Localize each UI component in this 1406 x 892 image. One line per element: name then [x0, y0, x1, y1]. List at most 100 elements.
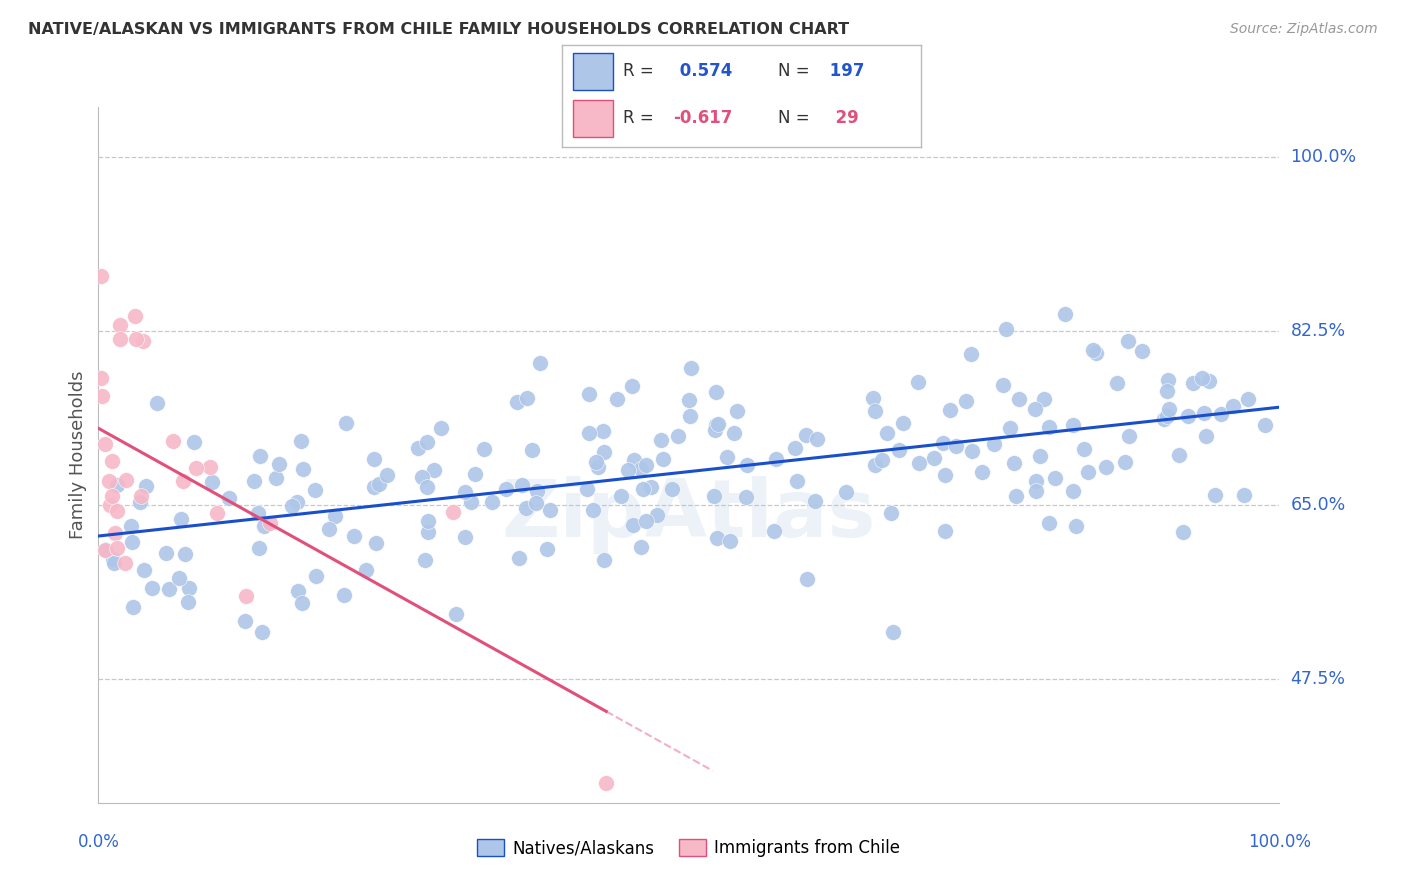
- Point: [1118, 428, 1140, 442]
- Point: [529, 355, 551, 369]
- Point: [1156, 384, 1178, 398]
- Point: [368, 477, 391, 491]
- Point: [718, 534, 741, 549]
- Point: [640, 480, 662, 494]
- Point: [411, 470, 433, 484]
- Point: [304, 483, 326, 497]
- Point: [98, 474, 121, 488]
- Point: [939, 402, 962, 417]
- Point: [1025, 474, 1047, 488]
- Point: [634, 458, 657, 472]
- Text: ZipAtlas: ZipAtlas: [502, 475, 876, 554]
- Point: [356, 563, 378, 577]
- Point: [280, 499, 302, 513]
- Point: [651, 451, 673, 466]
- Point: [1157, 372, 1180, 386]
- Point: [723, 425, 745, 440]
- Point: [114, 557, 136, 571]
- Point: [108, 318, 131, 332]
- Point: [716, 450, 738, 465]
- Point: [995, 322, 1018, 336]
- Point: [418, 514, 440, 528]
- Point: [343, 529, 366, 543]
- Legend: Natives/Alaskans, Immigrants from Chile: Natives/Alaskans, Immigrants from Chile: [471, 832, 907, 864]
- Point: [863, 403, 886, 417]
- Point: [631, 482, 654, 496]
- Point: [1254, 418, 1277, 433]
- Point: [592, 552, 614, 566]
- Point: [1222, 399, 1244, 413]
- Point: [444, 607, 467, 622]
- Point: [880, 506, 903, 520]
- Text: 29: 29: [824, 110, 859, 128]
- Point: [246, 507, 269, 521]
- Point: [287, 583, 309, 598]
- Point: [1182, 376, 1205, 390]
- Point: [285, 495, 308, 509]
- Point: [1107, 376, 1129, 390]
- Point: [1191, 370, 1213, 384]
- Point: [1064, 519, 1087, 533]
- Point: [960, 444, 983, 458]
- Text: -0.617: -0.617: [673, 110, 733, 128]
- Point: [922, 451, 945, 466]
- Point: [247, 541, 270, 555]
- Point: [105, 541, 128, 555]
- Point: [155, 545, 177, 559]
- Point: [630, 541, 652, 555]
- Point: [183, 434, 205, 449]
- Text: 47.5%: 47.5%: [1291, 670, 1346, 688]
- Point: [510, 478, 533, 492]
- Point: [1038, 516, 1060, 531]
- Point: [125, 332, 148, 346]
- Point: [406, 441, 429, 455]
- Text: 197: 197: [824, 62, 865, 80]
- Point: [132, 563, 155, 577]
- Point: [536, 541, 558, 556]
- Point: [578, 387, 600, 401]
- Point: [205, 507, 228, 521]
- Point: [955, 394, 977, 409]
- Point: [120, 519, 142, 533]
- Point: [661, 482, 683, 496]
- Point: [416, 525, 439, 540]
- Point: [1062, 484, 1084, 499]
- Point: [243, 474, 266, 488]
- Point: [454, 485, 477, 500]
- Point: [335, 416, 357, 430]
- Point: [235, 589, 257, 603]
- Point: [108, 332, 131, 346]
- Point: [681, 360, 703, 375]
- Point: [1081, 343, 1104, 357]
- Point: [135, 479, 157, 493]
- Point: [1204, 488, 1226, 502]
- Point: [174, 547, 197, 561]
- Point: [363, 452, 385, 467]
- Point: [1153, 412, 1175, 426]
- Text: R =: R =: [623, 110, 659, 128]
- Point: [621, 517, 644, 532]
- Point: [1000, 421, 1022, 435]
- Point: [704, 418, 727, 433]
- Point: [576, 482, 599, 496]
- Point: [620, 379, 643, 393]
- Point: [363, 480, 385, 494]
- Point: [94, 437, 117, 451]
- Point: [704, 423, 727, 437]
- Point: [416, 481, 439, 495]
- Point: [145, 396, 167, 410]
- Point: [1130, 344, 1153, 359]
- Text: Source: ZipAtlas.com: Source: ZipAtlas.com: [1230, 22, 1378, 37]
- Point: [1077, 465, 1099, 479]
- Point: [1171, 525, 1194, 540]
- Point: [90, 389, 112, 403]
- Point: [481, 495, 503, 509]
- Point: [250, 624, 273, 639]
- Point: [172, 474, 194, 488]
- Point: [592, 424, 614, 438]
- Point: [441, 505, 464, 519]
- Point: [1025, 484, 1047, 499]
- Point: [991, 377, 1014, 392]
- Point: [796, 572, 818, 586]
- Point: [666, 429, 689, 443]
